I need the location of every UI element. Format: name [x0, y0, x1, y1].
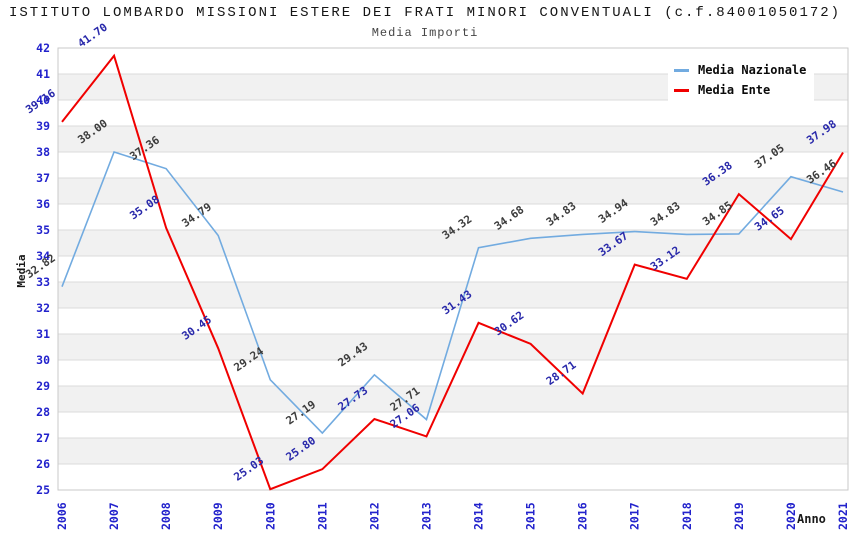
y-tick-label: 37: [36, 171, 50, 185]
y-tick-label: 26: [36, 457, 50, 471]
y-tick-label: 35: [36, 223, 50, 237]
plot-border: [57, 47, 849, 491]
y-tick-label: 28: [36, 405, 50, 419]
x-tick-label: 2017: [628, 502, 642, 530]
y-tick-label: 41: [36, 67, 50, 81]
x-tick-label: 2010: [263, 502, 277, 530]
y-tick-label: 27: [36, 431, 50, 445]
y-tick-label: 38: [36, 145, 50, 159]
x-tick-label: 2019: [732, 502, 746, 530]
legend: Media Nazionale Media Ente: [668, 55, 814, 105]
y-tick-label: 34: [36, 249, 50, 263]
x-tick-label: 2016: [576, 502, 590, 530]
x-tick-label: 2013: [419, 502, 433, 530]
legend-label: Media Nazionale: [698, 63, 807, 77]
chart-subtitle: Media Importi: [371, 26, 479, 40]
legend-swatch-blue-line-icon: [674, 68, 689, 72]
y-axis-title: Media: [15, 254, 28, 288]
data-point-label: 39.16: [23, 86, 58, 116]
x-tick-label: 2011: [315, 502, 329, 530]
y-tick-label: 36: [36, 197, 50, 211]
legend-label: Media Ente: [698, 83, 771, 97]
y-tick-label: 39: [36, 119, 50, 133]
y-tick-label: 33: [36, 275, 50, 289]
x-tick-label: 2009: [211, 502, 225, 530]
y-tick-label: 32: [36, 301, 50, 315]
grid-band: [58, 438, 848, 464]
x-tick-label: 2012: [367, 502, 381, 530]
plot-area: [58, 48, 848, 490]
legend-item-media-nazionale: Media Nazionale: [674, 60, 808, 80]
x-tick-label: 2008: [159, 502, 173, 530]
x-axis-title: Anno: [797, 512, 826, 526]
grid-band: [58, 282, 848, 308]
x-tick-label: 2006: [55, 502, 69, 530]
x-tick-label: 2014: [472, 502, 486, 530]
grid-band: [58, 126, 848, 152]
grid-band: [58, 386, 848, 412]
legend-swatch-red-line-icon: [674, 88, 689, 92]
x-tick-label: 2018: [680, 502, 694, 530]
y-tick-label: 31: [36, 327, 50, 341]
x-tick-label: 2020: [784, 502, 798, 530]
chart-title: ISTITUTO LOMBARDO MISSIONI ESTERE DEI FR…: [8, 5, 842, 21]
y-tick-label: 40: [36, 93, 50, 107]
x-tick-label: 2015: [524, 502, 538, 530]
legend-item-media-ente: Media Ente: [674, 80, 808, 100]
series-line-media-nazionale: [61, 151, 844, 435]
series-line-media-ente: [61, 53, 844, 491]
x-tick-label: 2021: [836, 502, 850, 530]
y-tick-label: 25: [36, 483, 50, 497]
x-tick-label: 2007: [107, 502, 121, 530]
grid-band: [58, 334, 848, 360]
y-tick-label: 30: [36, 353, 50, 367]
y-tick-label: 29: [36, 379, 50, 393]
y-tick-label: 42: [36, 41, 50, 55]
